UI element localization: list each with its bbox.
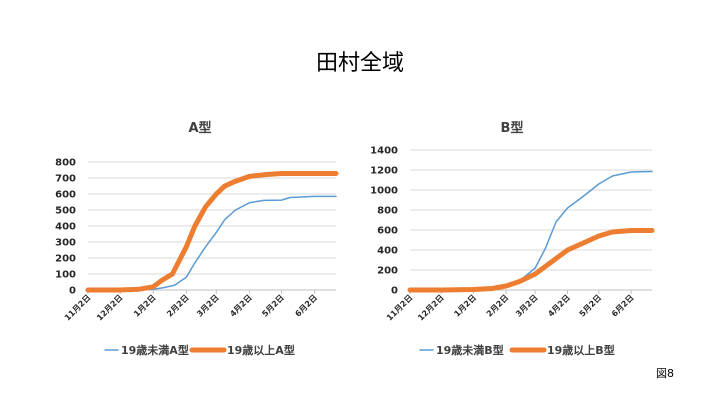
y-tick-label: 600: [377, 226, 398, 237]
slide-title: 田村全域: [315, 51, 404, 76]
y-tick-label: 400: [377, 246, 398, 257]
y-tick-label: 300: [55, 238, 76, 249]
legend-label: 19歳以上B型: [547, 343, 615, 357]
x-tick-label: 5月2日: [578, 293, 604, 319]
x-tick-label: 12月2日: [95, 293, 124, 322]
series-line: [85, 171, 339, 293]
x-tick-label: 1月2日: [452, 293, 478, 319]
x-tick-label: 11月2日: [63, 293, 92, 322]
y-tick-label: 800: [377, 206, 398, 217]
y-tick-label: 400: [55, 222, 76, 233]
x-tick-label: 4月2日: [546, 293, 572, 319]
x-tick-label: 1月2日: [132, 293, 158, 319]
x-tick-label: 6月2日: [293, 293, 319, 319]
chart-title: A型: [188, 120, 211, 136]
y-tick-label: 1400: [370, 146, 398, 157]
x-tick-label: 4月2日: [228, 293, 254, 319]
chart-b: B型 0 200 400 600 800 1000 1200 1400 11月2日 12月2日 1月2…: [370, 120, 655, 357]
y-tick-label: 500: [55, 206, 76, 217]
y-tick-label: 1000: [370, 186, 398, 197]
y-tick-label: 1200: [370, 166, 398, 177]
x-tick-label: 6月2日: [610, 293, 636, 319]
y-tick-label: 600: [55, 190, 76, 201]
x-tick-label: 3月2日: [514, 293, 540, 319]
y-tick-label: 200: [55, 254, 76, 265]
x-tick-label: 2月2日: [165, 293, 191, 319]
y-tick-label: 800: [55, 158, 76, 169]
x-tick-label: 3月2日: [195, 293, 221, 319]
x-tick-label: 2月2日: [485, 293, 511, 319]
legend-label: 19歳以上A型: [227, 343, 295, 357]
figure-label: 図8: [656, 367, 674, 380]
chart-a: A型 0 100 200 300 400 500 600 700 800 11月2日 12月2日 1月2…: [55, 120, 339, 357]
chart-title: B型: [501, 120, 524, 136]
y-tick-label: 0: [391, 286, 398, 297]
legend-label: 19歳未満A型: [121, 343, 189, 357]
y-tick-label: 700: [55, 174, 76, 185]
legend-label: 19歳未満B型: [436, 343, 504, 357]
x-tick-label: 5月2日: [260, 293, 286, 319]
series-line: [407, 228, 655, 293]
y-tick-label: 100: [55, 270, 76, 281]
x-tick-label: 12月2日: [416, 293, 445, 322]
y-tick-label: 0: [69, 286, 76, 297]
y-tick-label: 200: [377, 266, 398, 277]
x-tick-label: 11月2日: [385, 293, 414, 322]
